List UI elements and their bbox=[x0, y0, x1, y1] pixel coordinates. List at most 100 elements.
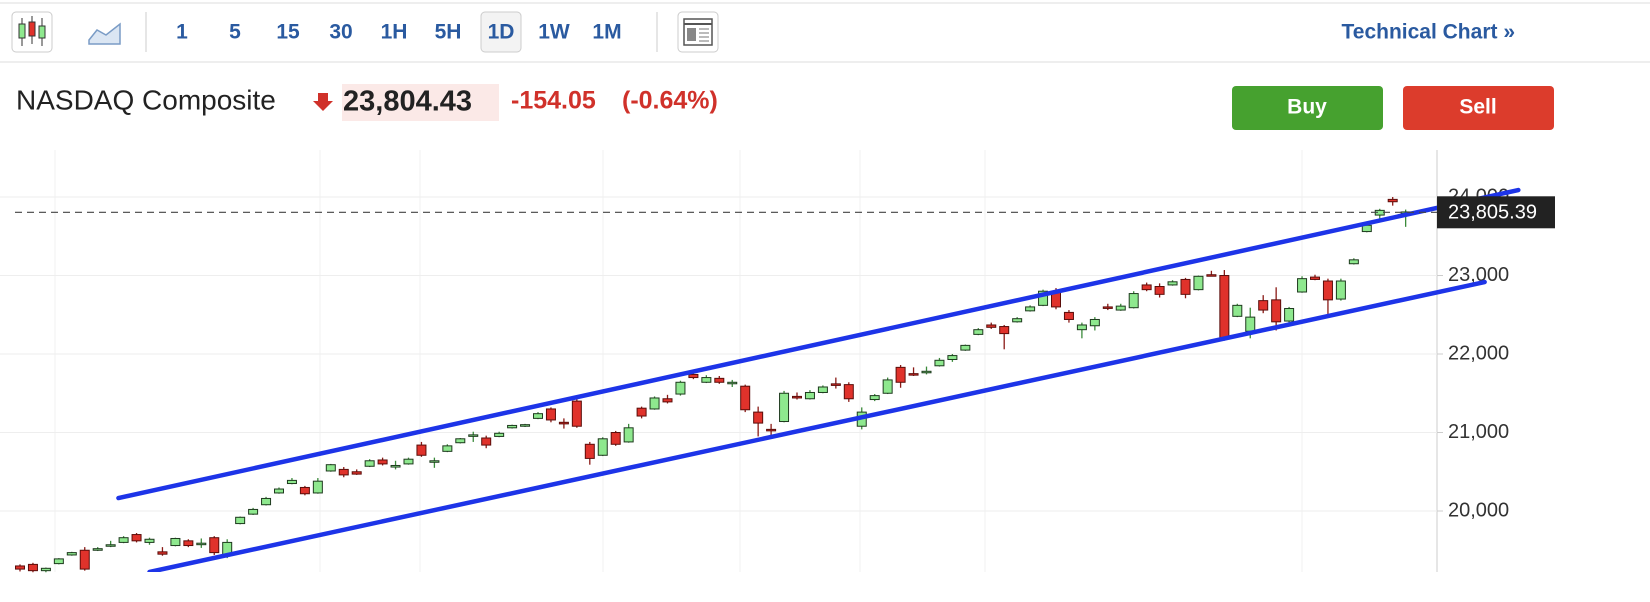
candle-body bbox=[1154, 286, 1165, 295]
candle-body bbox=[610, 432, 621, 445]
y-tick-label: 23,000 bbox=[1448, 264, 1509, 286]
candle-body bbox=[1310, 276, 1320, 280]
candle-body bbox=[636, 407, 647, 417]
candle-body bbox=[377, 459, 388, 465]
candle-body bbox=[1219, 275, 1230, 340]
sell-button[interactable]: Sell bbox=[1403, 86, 1554, 130]
candle-body bbox=[15, 565, 25, 570]
last-price: 23,805.39 bbox=[15, 196, 1555, 229]
interval-bar: 1 5 15 30 1H 5H 1D 1W 1M bbox=[176, 11, 622, 53]
buy-button[interactable]: Buy bbox=[1232, 86, 1383, 130]
candle-body bbox=[131, 534, 142, 542]
candle-body bbox=[895, 366, 906, 383]
candle-body bbox=[390, 464, 401, 468]
candle-body bbox=[481, 437, 492, 446]
candle-body bbox=[261, 497, 272, 506]
candle-body bbox=[1258, 300, 1269, 311]
candle-body bbox=[662, 398, 673, 403]
candle-icon[interactable] bbox=[11, 11, 53, 53]
candle-body bbox=[442, 445, 453, 452]
candle-body bbox=[403, 458, 414, 465]
candle-body bbox=[1322, 280, 1333, 301]
candle-body bbox=[753, 411, 764, 424]
candle-body bbox=[597, 438, 608, 456]
candle-body bbox=[947, 355, 958, 361]
candle-body bbox=[1284, 307, 1295, 322]
candle-body bbox=[882, 379, 893, 394]
line-icon[interactable] bbox=[88, 22, 121, 45]
candle-body bbox=[571, 400, 582, 427]
candle-body bbox=[1348, 259, 1359, 265]
candle-body bbox=[1012, 318, 1023, 323]
y-tick-label: 20,000 bbox=[1448, 499, 1509, 521]
change: -154.05 bbox=[511, 87, 596, 115]
candle-body bbox=[908, 373, 919, 376]
interval-button[interactable]: 1M bbox=[592, 21, 621, 44]
instrument-name: NASDAQ Composite bbox=[16, 84, 276, 115]
last-price-label: 23,805.39 bbox=[1448, 202, 1537, 224]
candle-body bbox=[520, 424, 531, 427]
candle-body bbox=[27, 563, 38, 572]
candle-body bbox=[986, 324, 997, 328]
vertical-grid bbox=[54, 150, 1303, 572]
interval-button[interactable]: 1W bbox=[538, 21, 570, 44]
candle-body bbox=[584, 443, 595, 459]
candle-body bbox=[351, 471, 362, 475]
trendline bbox=[116, 187, 1521, 501]
interval-button[interactable]: 30 bbox=[329, 21, 352, 44]
y-tick-label: 22,000 bbox=[1448, 342, 1509, 364]
candle-body bbox=[1167, 281, 1178, 286]
candle-body bbox=[921, 370, 932, 374]
technical-chart-link[interactable]: Technical Chart » bbox=[1342, 21, 1516, 44]
selected-interval bbox=[480, 11, 522, 53]
candle-body bbox=[804, 391, 815, 400]
candle-body bbox=[1102, 306, 1113, 309]
interval-button[interactable]: 15 bbox=[276, 21, 300, 44]
candle-body bbox=[999, 326, 1010, 335]
last-price-box bbox=[1437, 196, 1555, 229]
candle-body bbox=[455, 438, 466, 444]
candle-body bbox=[1063, 311, 1074, 320]
change-percent: (-0.64%) bbox=[622, 87, 718, 115]
candle-body bbox=[1193, 275, 1204, 291]
candle-body bbox=[1232, 304, 1243, 317]
candle-body bbox=[675, 381, 686, 395]
layout-icon[interactable] bbox=[677, 11, 719, 53]
candle-body bbox=[973, 329, 984, 335]
sell-label: Sell bbox=[1459, 96, 1496, 119]
candle-body bbox=[1245, 316, 1256, 332]
interval-button[interactable]: 1D bbox=[488, 21, 515, 44]
interval-button[interactable]: 1H bbox=[381, 21, 408, 44]
y-tick-label: 21,000 bbox=[1448, 421, 1509, 443]
candle-body bbox=[1180, 278, 1191, 295]
candle-body bbox=[727, 381, 738, 385]
interval-button[interactable]: 5 bbox=[229, 21, 241, 44]
candle-body bbox=[468, 434, 479, 437]
candle-body bbox=[325, 464, 336, 472]
candle-body bbox=[934, 359, 945, 367]
candle-body bbox=[494, 432, 505, 437]
candle-body bbox=[274, 488, 284, 494]
candle-body bbox=[170, 537, 181, 547]
candles bbox=[15, 197, 1411, 573]
candle-body bbox=[118, 537, 129, 543]
candle-body bbox=[53, 558, 64, 565]
candle-body bbox=[830, 383, 841, 386]
candle-body bbox=[1297, 278, 1308, 293]
candle-body bbox=[364, 460, 375, 467]
candle-body bbox=[299, 486, 310, 495]
interval-button[interactable]: 5H bbox=[435, 21, 462, 44]
candle-body bbox=[1038, 290, 1049, 306]
candle-body bbox=[507, 424, 518, 429]
candle-body bbox=[79, 549, 90, 570]
candle-body bbox=[105, 544, 116, 547]
candle-body bbox=[416, 444, 427, 456]
interval-button[interactable]: 1 bbox=[176, 21, 188, 44]
candle-body bbox=[688, 373, 699, 379]
candle-body bbox=[545, 408, 556, 421]
candle-body bbox=[740, 385, 751, 411]
trendline bbox=[147, 279, 1487, 572]
candle-body bbox=[1387, 198, 1398, 203]
candle-body bbox=[286, 479, 297, 485]
